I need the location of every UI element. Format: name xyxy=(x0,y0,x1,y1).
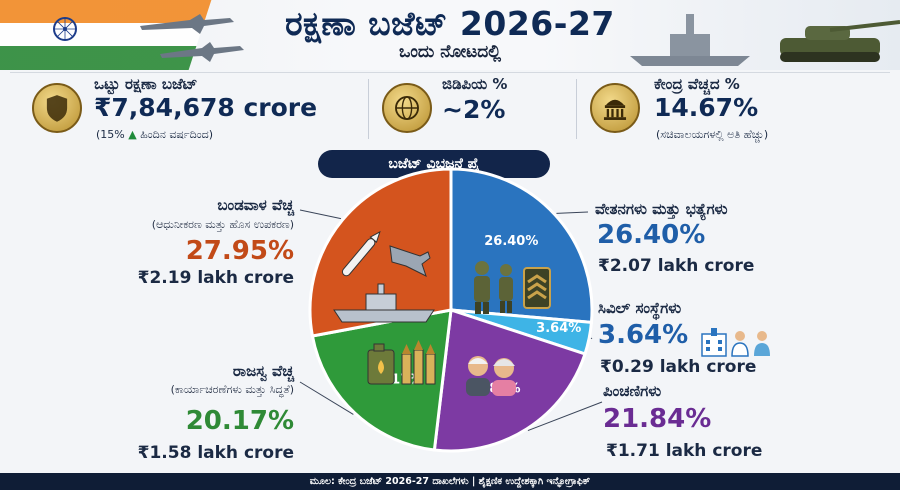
page-title: ರಕ್ಷಣಾ ಬಜೆಟ್ 2026-27 xyxy=(285,4,615,43)
stat-divider xyxy=(576,79,577,139)
slice-title-pensions: ಪಿಂಚಣಿಗಳು xyxy=(603,382,662,400)
up-arrow-icon: ▲ xyxy=(128,128,137,141)
stat-gdp-label: ಜಿಡಿಪಿಯ % xyxy=(442,75,508,93)
slice-pct-pensions: 21.84% xyxy=(603,404,712,434)
shield-icon xyxy=(32,83,82,133)
slice-title-capital: ಬಂಡವಾಳ ವೆಚ್ಚ xyxy=(217,196,294,214)
stat-total-label: ಒಟ್ಟು ರಕ್ಷಣಾ ಬಜೆಟ್ xyxy=(94,75,198,93)
pie-leader-revenue xyxy=(299,381,354,415)
slice-amount-revenue: ₹1.58 lakh crore xyxy=(137,443,294,463)
header-banner: ರಕ್ಷಣಾ ಬಜೆಟ್ 2026-27 ಒಂದು ನೋಟದಲ್ಲಿ xyxy=(0,0,900,70)
fuel-ammunition-icon xyxy=(367,340,436,385)
warship-tank-icon xyxy=(630,14,900,66)
fighter-jets-icon xyxy=(140,14,244,62)
pie-leader-salaries xyxy=(556,211,589,214)
stat-central-note: (ಸಚಿವಾಲಯಗಳಲ್ಲಿ ಅತಿ ಹೆಚ್ಚು) xyxy=(656,128,769,141)
slice-subtitle-capital: (ಆಧುನೀಕರಣ ಮತ್ತು ಹೊಸ ಉಪಕರಣ) xyxy=(151,218,294,231)
slice-title-salaries: ವೇತನಗಳು ಮತ್ತು ಭತ್ಯೆಗಳು xyxy=(595,200,728,218)
stat-divider xyxy=(368,79,369,139)
hospital-staff-icon xyxy=(701,328,770,357)
stats-row: ಒಟ್ಟು ರಕ್ಷಣಾ ಬಜೆಟ್ ₹7,84,678 crore (15% … xyxy=(10,72,890,150)
slice-amount-civil: ₹0.29 lakh crore xyxy=(600,357,757,377)
source-footer: ಮೂಲ: ಕೇಂದ್ರ ಬಜೆಟ್ 2026-27 ದಾಖಲೆಗಳು | ಶೈಕ… xyxy=(0,473,900,490)
slice-amount-pensions: ₹1.71 lakh crore xyxy=(606,441,763,461)
pie-leader-pensions xyxy=(527,401,603,432)
slice-pct-salaries: 26.40% xyxy=(597,220,706,250)
slice-pct-civil: 3.64% xyxy=(598,320,689,350)
stat-gdp-value: ~2% xyxy=(442,95,506,124)
slice-pct-capital: 27.95% xyxy=(185,236,294,266)
pie-leader-civil xyxy=(590,337,593,340)
stat-total-value: ₹7,84,678 crore xyxy=(94,93,318,122)
soldiers-insignia-icon xyxy=(474,261,551,314)
stat-central-label: ಕೇಂದ್ರ ವೆಚ್ಚದ % xyxy=(654,75,740,93)
slice-amount-capital: ₹2.19 lakh crore xyxy=(137,268,294,288)
stat-total-note: (15% ▲ ಹಿಂದಿನ ವರ್ಷದಿಂದ) xyxy=(96,128,213,141)
slice-amount-salaries: ₹2.07 lakh crore xyxy=(598,256,755,276)
stat-central-value: 14.67% xyxy=(654,93,759,122)
elderly-couple-icon xyxy=(466,356,516,396)
pie-slice-capital xyxy=(308,167,453,338)
slice-title-revenue: ರಾಜಸ್ವ ವೆಚ್ಚ xyxy=(232,362,294,380)
pie-inner-label-civil: 3.64% xyxy=(536,321,581,336)
parliament-icon xyxy=(590,83,640,133)
missile-jet-warship-icon xyxy=(333,230,435,323)
page-subtitle: ಒಂದು ನೋಟದಲ್ಲಿ xyxy=(398,42,502,62)
pie-inner-label-salaries: 26.40% xyxy=(484,234,538,249)
ashoka-chakra-icon xyxy=(53,17,77,41)
slice-pct-revenue: 20.17% xyxy=(185,406,294,436)
pie-leader-capital xyxy=(299,209,342,220)
slice-title-civil: ಸಿವಿಲ್ ಸಂಸ್ಥೆಗಳು xyxy=(598,299,682,317)
slice-subtitle-revenue: (ಕಾರ್ಯಾಚರಣೆಗಳು ಮತ್ತು ಸಿದ್ಧತೆ) xyxy=(170,383,294,396)
globe-rupee-icon xyxy=(382,83,432,133)
